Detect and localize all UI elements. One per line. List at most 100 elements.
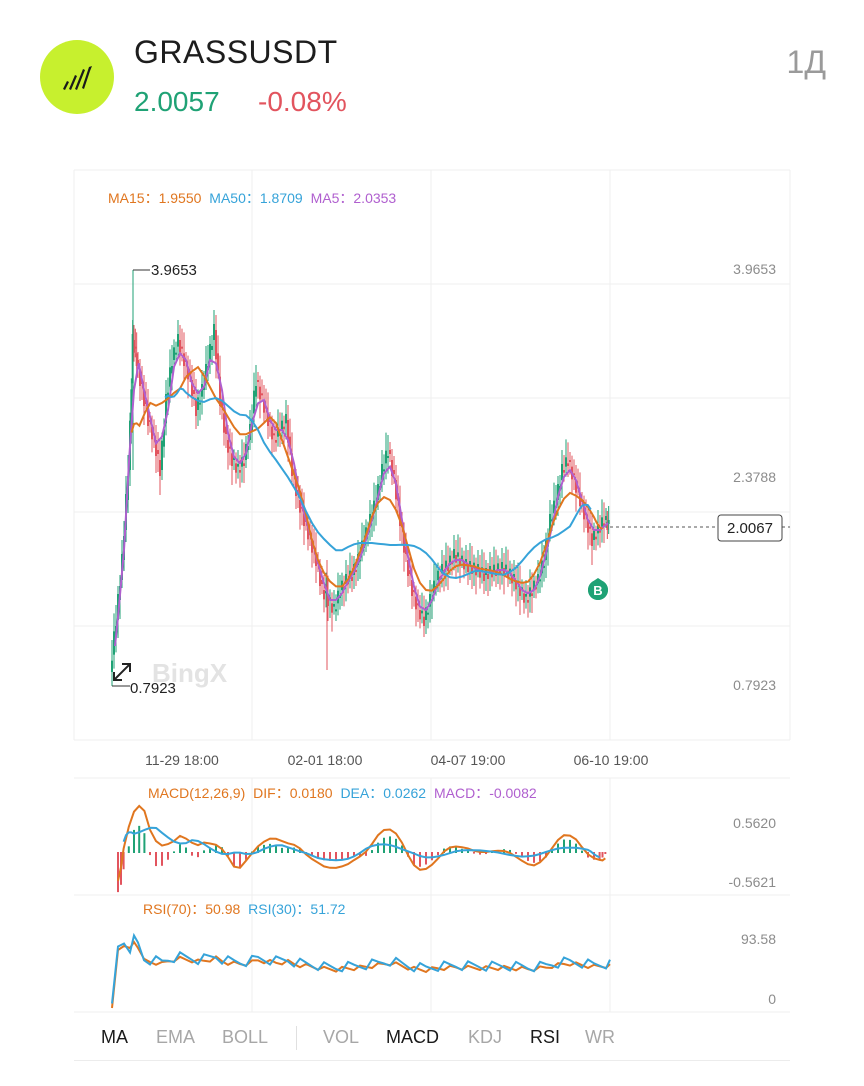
tab-boll[interactable]: BOLL: [222, 1026, 269, 1047]
expand-arrows-icon[interactable]: [113, 663, 131, 681]
candle-body: [505, 564, 507, 570]
macd-bar: [117, 852, 119, 893]
svg-text:RSI(70)：50.98 RSI(30)：51.7: RSI(70)：50.98 RSI(30)：51.72: [143, 901, 346, 917]
candle-body: [507, 570, 509, 578]
tab-ma[interactable]: MA: [101, 1026, 128, 1047]
rsi30-label: RSI(30)：: [248, 901, 310, 917]
x-label-3: 04-07 19:00: [431, 752, 506, 768]
candle-body: [423, 616, 425, 626]
candle-body: [601, 517, 603, 527]
macd-bar: [581, 850, 583, 853]
rsi30-line: [111, 932, 611, 1004]
macd-bar: [197, 852, 199, 858]
candle-body: [539, 579, 541, 582]
candle-body: [519, 586, 521, 596]
candle-body: [151, 426, 153, 440]
macd-bar: [437, 852, 439, 856]
candle-body: [263, 400, 265, 413]
candle-body: [163, 429, 165, 447]
macd-bar: [122, 852, 125, 870]
candle-body: [331, 603, 333, 613]
candle-body: [373, 500, 375, 514]
macd-bar: [138, 825, 141, 853]
ma15-value: 1.9550: [159, 190, 202, 206]
candle-body: [179, 340, 181, 353]
candle-body: [409, 570, 411, 574]
macd-bar: [155, 852, 157, 867]
y-label-low: 0.7923: [733, 677, 776, 693]
candle-body: [323, 590, 325, 600]
candle-body: [411, 580, 413, 596]
tab-rsi[interactable]: RSI: [530, 1026, 561, 1047]
ma50-value: 1.8709: [260, 190, 303, 206]
candle-body: [563, 470, 565, 473]
candle-body: [311, 540, 313, 553]
macd-bar: [245, 852, 247, 860]
candle-body: [231, 453, 233, 466]
macd-bar: [329, 852, 331, 861]
candle-body: [335, 609, 337, 612]
candle-body: [425, 607, 427, 620]
tab-ema[interactable]: EMA: [156, 1026, 196, 1047]
x-label-1: 11-29 18:00: [145, 752, 219, 768]
candle-body: [171, 366, 173, 374]
chart-area[interactable]: MA15：1.9550 MA50：1.8709 MA5：2.0353 3.965…: [0, 150, 864, 1014]
svg-text:MA15：1.9550 MA50：1.8709: MA15：1.9550 MA50：1.8709 MA5：2.0353: [108, 190, 396, 206]
candle-body: [383, 469, 385, 472]
high-marker: 3.9653: [133, 262, 197, 279]
candle-body: [213, 324, 215, 340]
macd-bar: [569, 839, 571, 853]
candle-body: [497, 563, 499, 570]
tab-wr[interactable]: WR: [585, 1026, 615, 1047]
tab-kdj[interactable]: KDJ: [468, 1026, 503, 1047]
candle-body: [351, 576, 353, 581]
macd-bar: [143, 833, 146, 853]
candle-body: [455, 555, 457, 563]
svg-text:MACD(12,26,9) DIF：0.0180: MACD(12,26,9) DIF：0.0180 DEA：0.0262 MACD…: [148, 785, 537, 801]
buy-signal-badge[interactable]: B: [588, 578, 608, 600]
candle-body: [465, 559, 467, 564]
candle-body: [259, 386, 261, 400]
candle-body: [441, 564, 443, 574]
macd-bar: [257, 846, 259, 853]
candle-body: [421, 610, 423, 614]
candle-body: [557, 484, 559, 500]
candle-body: [587, 520, 589, 533]
pair-symbol: GRASSUSDT: [134, 34, 338, 70]
candle-body: [385, 450, 387, 464]
candle-body: [469, 561, 471, 566]
macd-bar: [335, 852, 337, 861]
grass-logo-icon: [40, 40, 114, 114]
candle-body: [113, 631, 115, 655]
period-selector[interactable]: 1Д: [786, 44, 826, 80]
x-label-4: 06-10 19:00: [574, 752, 649, 768]
candle-body: [501, 562, 503, 569]
macd-bar: [353, 852, 355, 857]
candle-body: [459, 558, 461, 566]
candle-body: [315, 553, 317, 566]
candle-body: [567, 463, 569, 466]
candle-body: [493, 564, 495, 572]
macd-bar: [467, 850, 469, 853]
tab-macd[interactable]: MACD: [386, 1026, 439, 1047]
macd-bar: [203, 850, 205, 853]
candle-body: [297, 490, 299, 494]
macd-bar: [473, 852, 475, 854]
candle-body: [235, 463, 237, 473]
rsi-y-low: 0: [768, 991, 776, 1007]
rsi30-value: 51.72: [310, 901, 345, 917]
candle-body: [169, 367, 171, 387]
candle-body: [553, 500, 555, 514]
macd-bar: [341, 852, 343, 860]
candle-body: [281, 420, 283, 430]
candle-body: [606, 522, 609, 530]
macd-bar: [133, 829, 135, 853]
tab-vol[interactable]: VOL: [323, 1026, 360, 1047]
indicator-tab-bar: MA EMA BOLL VOL MACD KDJ RSI WR: [74, 1014, 790, 1060]
macd-bar: [419, 852, 421, 867]
bottom-divider: [74, 1060, 790, 1061]
price-change: -0.08%: [258, 86, 347, 117]
candle-body: [509, 568, 511, 572]
candle-body: [289, 436, 291, 448]
ma15-line: [130, 365, 604, 592]
